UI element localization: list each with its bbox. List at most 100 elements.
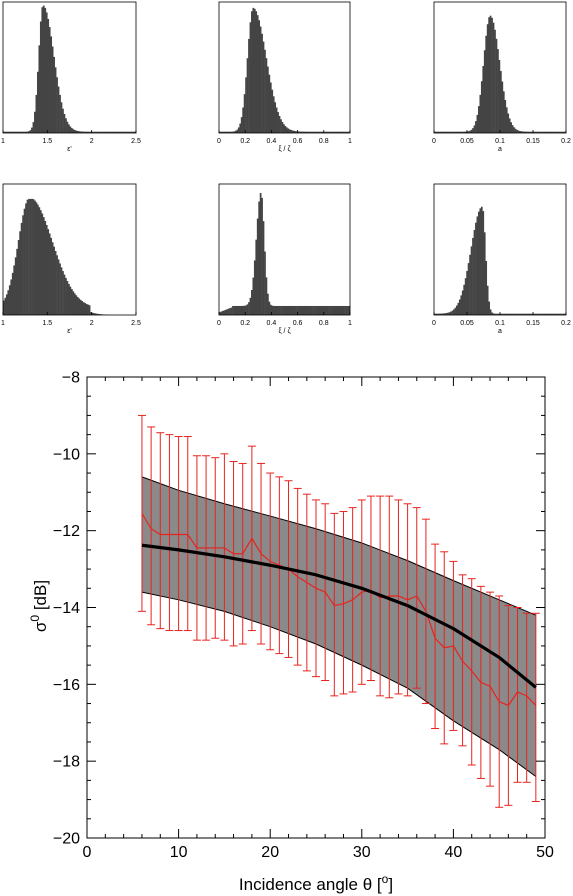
histogram-bar [307, 305, 310, 315]
histogram-bar [88, 305, 91, 315]
model-band-upper-edge [141, 476, 537, 616]
histogram-tick-label: 0 [217, 138, 221, 145]
histogram-bar [554, 313, 556, 315]
histogram-bar [435, 313, 438, 315]
histogram-bar [271, 89, 274, 133]
histogram-bar [239, 123, 242, 133]
histogram-bar [110, 131, 113, 133]
histogram-bar [469, 254, 471, 315]
histogram-bar [447, 131, 449, 133]
histogram-frame [2, 183, 137, 316]
histogram-bar [456, 131, 458, 133]
x-tick-label: 10 [170, 844, 188, 861]
main-plot: 0 10 20 30 40 50 −20 −18 −16 −14 −12 −10 −8 Incidenc… [28, 370, 554, 895]
histogram-bar [44, 7, 47, 134]
main-axes: 0 10 20 30 40 50 −20 −18 −16 −14 −12 −10 −8 [53, 370, 554, 862]
histogram-bar [88, 131, 91, 133]
histogram-bar [75, 130, 78, 133]
histogram-bar [546, 313, 549, 315]
histogram-bar [99, 314, 101, 315]
histogram-tick-label: 1.5 [42, 320, 52, 327]
histogram-bar [536, 131, 539, 133]
histogram-bar [560, 131, 562, 133]
histogram-bar [246, 58, 249, 134]
histogram-tick-label: 2 [90, 320, 94, 327]
histogram-bar [66, 281, 69, 315]
histogram-bar [497, 313, 499, 315]
histogram-bar [258, 201, 261, 315]
histogram-bar [300, 131, 303, 133]
histogram-bar [348, 305, 351, 315]
histogram-tick-label: 0.15 [526, 320, 540, 327]
histogram-bar [448, 131, 451, 133]
histogram-bar [245, 77, 247, 133]
histogram-bar [10, 131, 13, 133]
histogram-bar [5, 131, 8, 133]
histogram-bar [500, 313, 502, 315]
histogram-bar [501, 313, 504, 315]
histogram-bar [460, 295, 463, 315]
histogram-bar [539, 313, 542, 315]
histogram-bar [287, 305, 290, 315]
histogram-bar [488, 301, 490, 315]
histogram-bar [485, 35, 488, 133]
histogram-bar [252, 7, 255, 134]
histogram-bar [445, 313, 448, 315]
histogram-bar [233, 305, 236, 315]
histogram-bar [517, 130, 520, 133]
histogram-bar [3, 131, 5, 133]
histogram-bar [68, 283, 70, 315]
histogram-bar [500, 71, 502, 133]
histogram-bar [20, 222, 23, 315]
main-x-axis-label: Incidence angle θ [o] [239, 872, 393, 894]
histogram-bar [510, 122, 512, 133]
histogram-bar [262, 221, 265, 315]
histogram-bar [259, 26, 262, 133]
histogram-bar [460, 131, 463, 133]
histogram-bar [513, 313, 515, 315]
histogram-bar [87, 131, 89, 133]
histogram-bar [226, 309, 228, 315]
histogram-bar [563, 131, 565, 133]
histogram-bar [31, 198, 33, 315]
histogram-bar [93, 131, 95, 133]
histogram-bar [278, 115, 281, 133]
histogram-bar [492, 22, 495, 133]
histogram-bar [505, 107, 508, 133]
histogram-bar [50, 36, 53, 133]
histogram-bar [220, 131, 223, 133]
histogram-bar [489, 15, 492, 134]
histogram-bar [504, 99, 507, 133]
histogram-bar [20, 131, 23, 133]
histogram-bar [535, 313, 537, 315]
histogram-bar [17, 240, 20, 315]
histogram-bar [56, 77, 58, 133]
histogram-bar [301, 305, 304, 315]
histogram-bar [258, 20, 261, 134]
model-band-fill [141, 476, 536, 777]
histogram-bar [13, 265, 16, 315]
histogram-bar [517, 313, 520, 315]
histogram-bar [303, 131, 306, 133]
error-bar [412, 507, 421, 689]
histogram-frame [218, 183, 351, 316]
histogram-bar [5, 294, 8, 315]
error-bar [156, 432, 165, 630]
histogram-bar [112, 131, 115, 133]
histogram-bar [284, 126, 287, 133]
error-bar [385, 495, 394, 699]
histogram-bar [478, 211, 480, 315]
histogram-bar [516, 129, 518, 133]
histogram-bar [291, 305, 294, 315]
histogram-bar [442, 313, 445, 315]
histogram-bar [255, 11, 258, 133]
histogram-bar [466, 270, 468, 315]
histogram-bar [100, 131, 103, 133]
histogram-bar [237, 127, 240, 133]
histogram-bar [533, 313, 536, 315]
histogram-bar [495, 313, 498, 315]
histogram-bar [476, 114, 479, 133]
histogram-bar [232, 305, 234, 315]
histogram-bar [281, 121, 284, 133]
histogram-tick-label: 2.5 [131, 320, 141, 327]
